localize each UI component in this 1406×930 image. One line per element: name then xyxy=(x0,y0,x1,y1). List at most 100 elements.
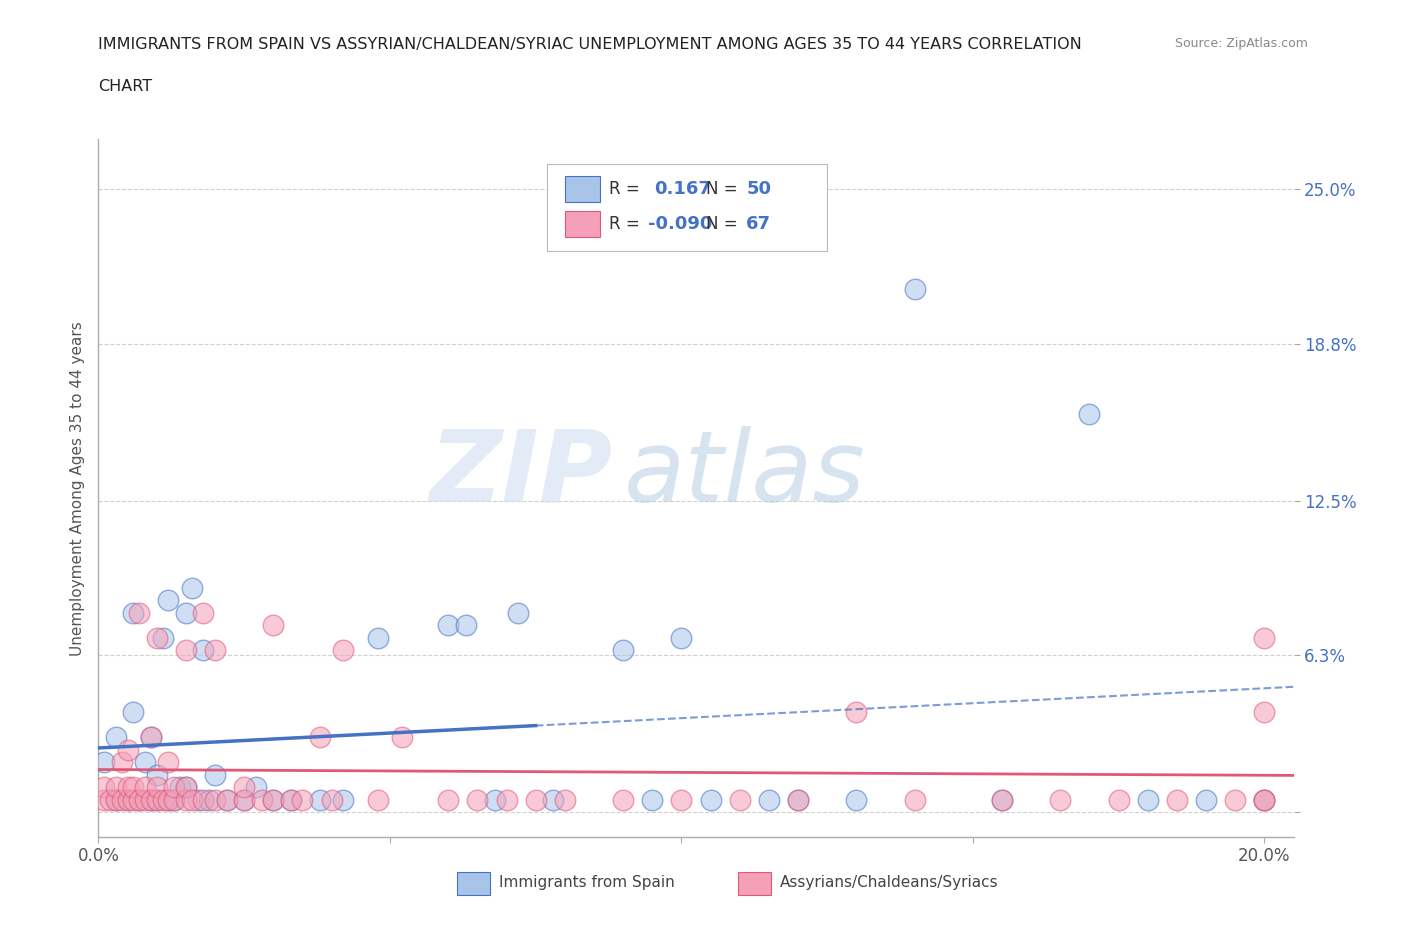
Point xyxy=(174,779,197,794)
Point xyxy=(180,580,202,595)
Point xyxy=(845,705,868,720)
Point xyxy=(139,730,162,745)
Point xyxy=(280,792,302,807)
Point xyxy=(104,792,127,807)
Point xyxy=(991,792,1014,807)
FancyBboxPatch shape xyxy=(457,872,491,895)
Point xyxy=(321,792,343,807)
Point xyxy=(262,792,284,807)
Text: IMMIGRANTS FROM SPAIN VS ASSYRIAN/CHALDEAN/SYRIAC UNEMPLOYMENT AMONG AGES 35 TO : IMMIGRANTS FROM SPAIN VS ASSYRIAN/CHALDE… xyxy=(98,37,1083,52)
Point xyxy=(1195,792,1218,807)
Point xyxy=(541,792,564,807)
Point xyxy=(437,792,460,807)
Point xyxy=(180,792,202,807)
Point xyxy=(484,792,506,807)
Point xyxy=(139,792,162,807)
Point xyxy=(104,792,127,807)
Point xyxy=(1108,792,1130,807)
Point xyxy=(204,767,226,782)
Point xyxy=(186,792,208,807)
Point xyxy=(139,730,162,745)
Point xyxy=(163,779,186,794)
Point xyxy=(145,792,167,807)
Point xyxy=(524,792,547,807)
Point xyxy=(1253,705,1275,720)
Point xyxy=(174,779,197,794)
Point xyxy=(93,755,115,770)
Point xyxy=(98,792,121,807)
Point xyxy=(332,643,354,658)
Point xyxy=(117,742,139,757)
Point xyxy=(157,755,180,770)
Text: -0.090: -0.090 xyxy=(648,215,713,232)
Text: CHART: CHART xyxy=(98,79,152,94)
Text: Assyrians/Chaldeans/Syriacs: Assyrians/Chaldeans/Syriacs xyxy=(779,875,998,890)
Point xyxy=(233,779,256,794)
Point xyxy=(134,792,156,807)
Text: Source: ZipAtlas.com: Source: ZipAtlas.com xyxy=(1174,37,1308,50)
Point xyxy=(104,730,127,745)
Point xyxy=(233,792,256,807)
Text: R =: R = xyxy=(609,215,640,232)
Text: N =: N = xyxy=(706,215,737,232)
Point xyxy=(903,792,925,807)
Point xyxy=(728,792,751,807)
Point xyxy=(122,779,145,794)
Point xyxy=(215,792,238,807)
Point xyxy=(1136,792,1159,807)
Point xyxy=(332,792,354,807)
Point xyxy=(1253,631,1275,645)
Text: N =: N = xyxy=(706,180,737,198)
Point xyxy=(157,593,180,608)
Point xyxy=(174,643,197,658)
Point xyxy=(104,779,127,794)
Point xyxy=(262,792,284,807)
Point xyxy=(122,792,145,807)
Text: 0.167: 0.167 xyxy=(654,180,711,198)
Point xyxy=(280,792,302,807)
Point xyxy=(117,792,139,807)
Point xyxy=(367,631,389,645)
Text: Immigrants from Spain: Immigrants from Spain xyxy=(499,875,675,890)
Point xyxy=(787,792,810,807)
FancyBboxPatch shape xyxy=(565,211,600,237)
Point xyxy=(367,792,389,807)
Point xyxy=(1225,792,1247,807)
Point xyxy=(111,755,134,770)
Point xyxy=(903,282,925,297)
Y-axis label: Unemployment Among Ages 35 to 44 years: Unemployment Among Ages 35 to 44 years xyxy=(69,321,84,656)
Point xyxy=(291,792,314,807)
Point xyxy=(163,792,186,807)
Point xyxy=(117,792,139,807)
Point xyxy=(262,618,284,632)
FancyBboxPatch shape xyxy=(738,872,772,895)
Point xyxy=(612,643,634,658)
Point xyxy=(128,792,150,807)
Point xyxy=(671,792,693,807)
Point xyxy=(93,779,115,794)
Point xyxy=(157,792,180,807)
Point xyxy=(699,792,721,807)
Point xyxy=(145,767,167,782)
Point xyxy=(495,792,517,807)
Point xyxy=(152,792,174,807)
Point xyxy=(134,779,156,794)
Text: 50: 50 xyxy=(747,180,770,198)
Point xyxy=(554,792,576,807)
Text: R =: R = xyxy=(609,180,640,198)
Text: 67: 67 xyxy=(747,215,770,232)
Point xyxy=(787,792,810,807)
Point xyxy=(1078,406,1101,421)
Point xyxy=(163,792,186,807)
Point xyxy=(128,792,150,807)
Point xyxy=(117,779,139,794)
Point xyxy=(641,792,664,807)
Point xyxy=(245,779,267,794)
Point xyxy=(215,792,238,807)
Point xyxy=(845,792,868,807)
Point xyxy=(1166,792,1188,807)
Point xyxy=(508,605,530,620)
Point xyxy=(437,618,460,632)
Point xyxy=(169,779,191,794)
Point xyxy=(139,792,162,807)
